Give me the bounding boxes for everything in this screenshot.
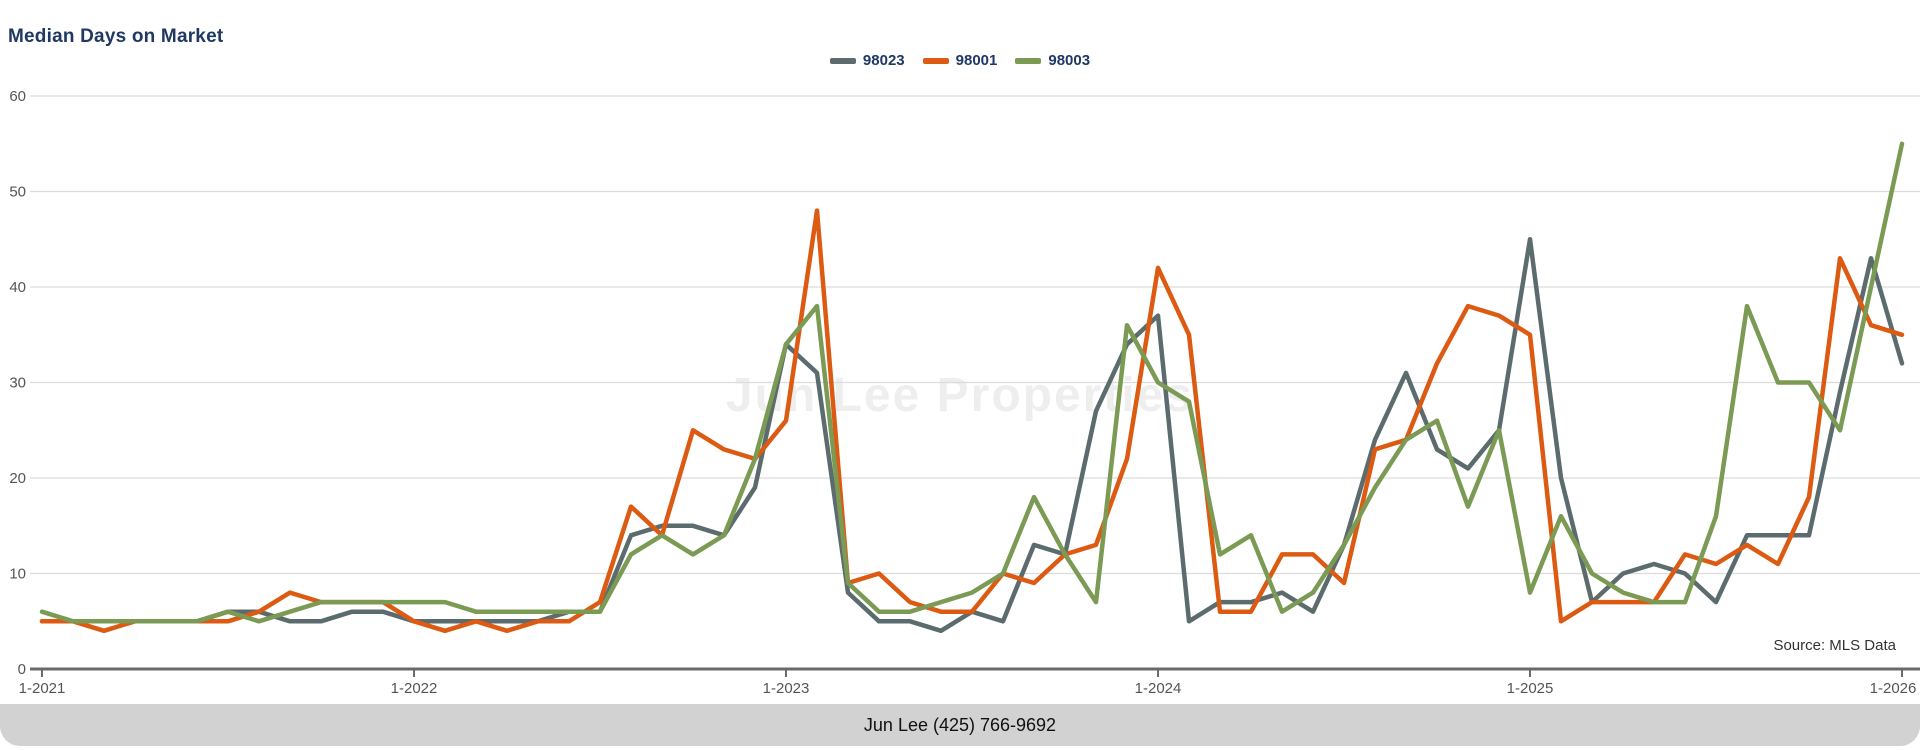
series-line-98003	[39, 141, 1905, 624]
y-tick-label-50: 50	[9, 184, 26, 201]
y-tick-label-30: 30	[9, 375, 26, 392]
legend-label: 98001	[955, 52, 998, 69]
x-tick-label-1-2023: 1-2023	[763, 680, 810, 697]
legend-swatch-98023	[829, 57, 856, 64]
chart-legend: 98023 98001 98003	[0, 52, 1920, 69]
source-note: Source: MLS Data	[1773, 637, 1896, 654]
y-tick-label-10: 10	[9, 566, 26, 583]
y-tick-label-20: 20	[9, 470, 26, 487]
y-tick-label-40: 40	[9, 279, 26, 296]
legend-swatch-98001	[922, 57, 949, 64]
y-tick-label-0: 0	[18, 661, 26, 678]
legend-label: 98003	[1048, 52, 1091, 69]
y-tick-label-60: 60	[9, 88, 26, 105]
legend-item-98023[interactable]: 98023	[829, 52, 905, 69]
series-line-98001	[39, 208, 1905, 634]
series-line-98023	[39, 236, 1905, 634]
legend-item-98001[interactable]: 98001	[922, 52, 998, 69]
x-tick-label-1-2024: 1-2024	[1135, 680, 1182, 697]
x-tick-label-1-2026: 1-2026	[1870, 680, 1917, 697]
legend-swatch-98003	[1015, 57, 1042, 64]
x-tick-label-1-2021: 1-2021	[19, 680, 66, 697]
x-tick-label-1-2022: 1-2022	[391, 680, 438, 697]
legend-label: 98023	[862, 52, 905, 69]
x-tick-label-1-2025: 1-2025	[1507, 680, 1554, 697]
page-title: Median Days on Market	[8, 26, 224, 47]
legend-item-98003[interactable]: 98003	[1015, 52, 1090, 69]
footer-contact: Jun Lee (425) 766-9692	[863, 714, 1057, 735]
footer-bar: Jun Lee (425) 766-9692	[0, 704, 1920, 746]
